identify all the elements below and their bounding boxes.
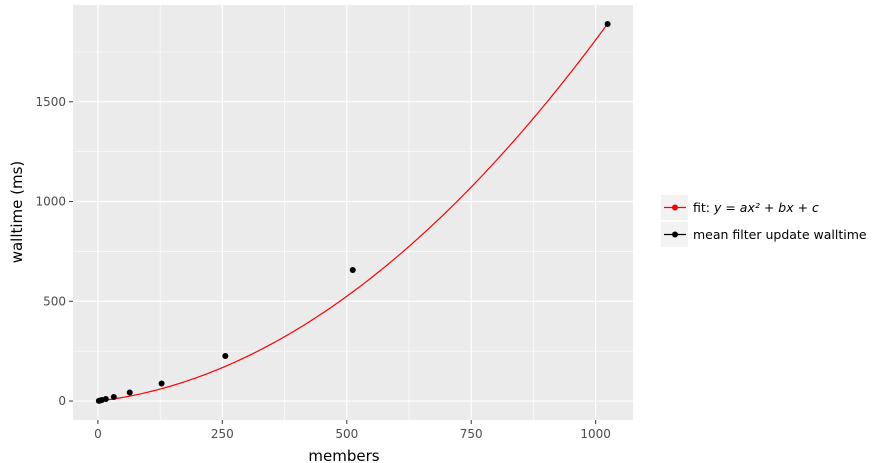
fit-curve-line (97, 23, 609, 402)
data-points-layer (95, 20, 611, 404)
x-tick-label-3: 750 (460, 427, 483, 441)
data-point-9 (604, 20, 611, 27)
x-tick-label-0: 0 (94, 427, 102, 441)
y-tick-label-2: 1000 (35, 195, 66, 209)
x-axis-title: members (308, 447, 379, 463)
fit-curve-layer (97, 23, 609, 402)
legend-key-dot-walltime (672, 231, 678, 238)
x-axis: 0 250 500 750 1000 (94, 420, 611, 441)
legend-label-walltime: mean filter update walltime (693, 227, 867, 242)
data-point-3 (102, 396, 109, 403)
y-axis-title: walltime (ms) (8, 161, 26, 264)
x-tick-label-2: 500 (335, 427, 358, 441)
grid-minor (73, 5, 633, 420)
x-tick-label-1: 250 (211, 427, 234, 441)
legend-label-fit-prefix: fit: (693, 200, 714, 215)
legend: fit: y = ax² + bx + c mean filter update… (661, 195, 867, 247)
y-tick-label-0: 0 (58, 394, 66, 408)
legend-label-fit-formula: y = ax² + bx + c (713, 200, 819, 215)
data-point-5 (126, 389, 133, 396)
legend-key-dot-fit (672, 204, 678, 211)
data-point-4 (110, 394, 117, 401)
data-point-8 (349, 266, 356, 273)
data-point-6 (158, 380, 165, 387)
x-tick-label-4: 1000 (580, 427, 611, 441)
plot-panel (73, 5, 633, 420)
data-point-7 (222, 352, 229, 359)
y-tick-label-1: 500 (43, 294, 66, 308)
grid-major (73, 5, 633, 420)
y-tick-label-3: 1500 (35, 95, 66, 109)
y-axis: 0 500 1000 1500 (35, 95, 73, 408)
legend-label-fit: fit: y = ax² + bx + c (693, 200, 819, 215)
